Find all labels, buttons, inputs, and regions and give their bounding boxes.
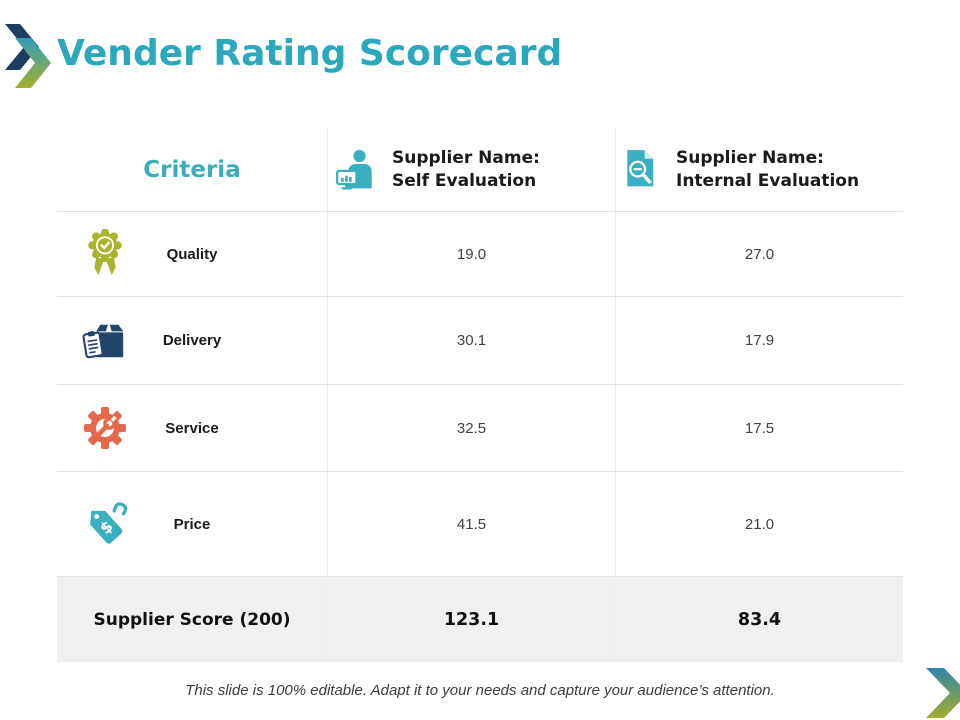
document-magnifier-icon bbox=[623, 146, 661, 194]
scorecard-table: Criteria Supplier Name: Self Evaluation bbox=[57, 128, 903, 662]
double-chevron-icon bbox=[5, 24, 51, 88]
table-row-delivery-criterion: Delivery bbox=[57, 297, 328, 385]
person-computer-icon bbox=[335, 147, 377, 193]
column-header-label: Supplier Name: Internal Evaluation bbox=[676, 147, 860, 191]
award-badge-icon bbox=[81, 229, 129, 278]
delivery-box-icon bbox=[81, 317, 129, 365]
internal-evaluation-column-header: Supplier Name: Internal Evaluation bbox=[616, 128, 903, 212]
table-row-service-criterion: Service bbox=[57, 385, 328, 472]
page-title: Vender Rating Scorecard bbox=[57, 33, 563, 74]
editable-slide-note: This slide is 100% editable. Adapt it to… bbox=[185, 682, 775, 699]
supplier-score-label: Supplier Score (200) bbox=[57, 577, 328, 662]
price-self-value: 41.5 bbox=[328, 472, 616, 577]
criteria-column-header: Criteria bbox=[57, 128, 328, 212]
service-internal-value: 17.5 bbox=[616, 385, 903, 472]
quality-self-value: 19.0 bbox=[328, 212, 616, 297]
criterion-label: Delivery bbox=[162, 332, 222, 349]
column-header-label: Supplier Name: Self Evaluation bbox=[392, 147, 540, 191]
criterion-label: Price bbox=[173, 515, 211, 533]
brand-logo-bottom-right bbox=[924, 666, 960, 720]
self-evaluation-column-header: Supplier Name: Self Evaluation bbox=[328, 128, 616, 212]
supplier-score-self-value: 123.1 bbox=[328, 577, 616, 662]
criterion-label: Quality bbox=[166, 245, 218, 263]
delivery-self-value: 30.1 bbox=[328, 297, 616, 385]
quality-internal-value: 27.0 bbox=[616, 212, 903, 297]
brand-logo-top-left bbox=[5, 22, 59, 92]
price-internal-value: 21.0 bbox=[616, 472, 903, 577]
gear-wrench-icon bbox=[81, 404, 129, 452]
price-tag-icon: $ bbox=[81, 500, 129, 548]
criterion-label: Service bbox=[165, 419, 219, 437]
service-self-value: 32.5 bbox=[328, 385, 616, 472]
table-row-price-criterion: $ Price bbox=[57, 472, 328, 577]
chevron-icon bbox=[926, 668, 960, 718]
delivery-internal-value: 17.9 bbox=[616, 297, 903, 385]
supplier-score-internal-value: 83.4 bbox=[616, 577, 903, 662]
table-row-quality-criterion: Quality bbox=[57, 212, 328, 297]
